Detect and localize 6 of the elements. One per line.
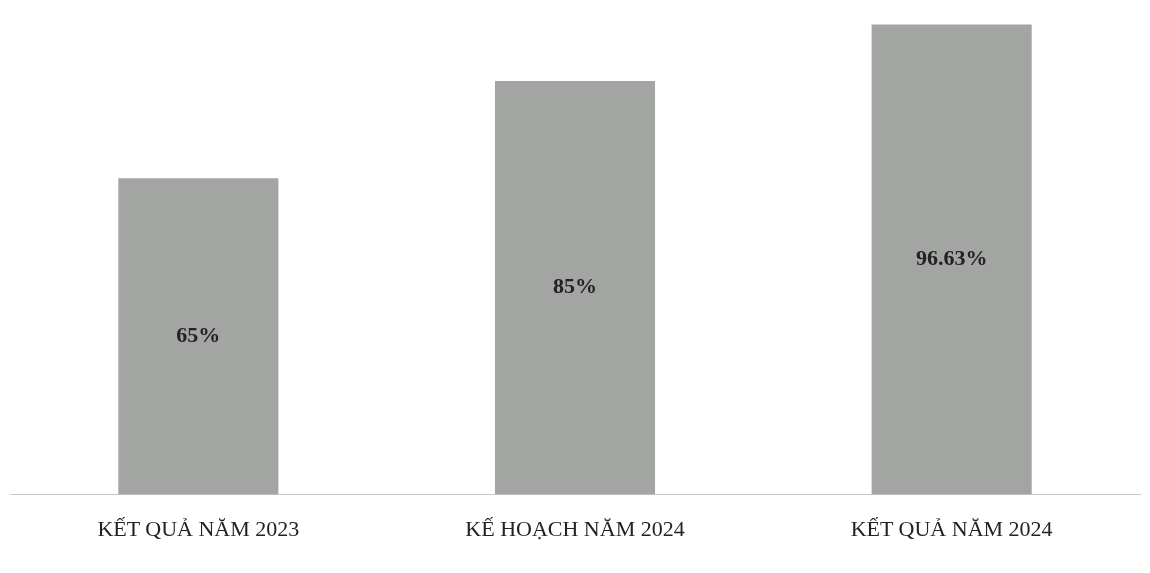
x-tick-label: KẾT QUẢ NĂM 2024: [850, 515, 1053, 541]
data-label: 96.63%: [915, 245, 988, 271]
data-label: 85%: [553, 273, 597, 299]
x-tick-label: KẾT QUẢ NĂM 2023: [97, 515, 300, 541]
x-tick-label: KẾ HOẠCH NĂM 2024: [465, 515, 685, 541]
data-label: 65%: [176, 322, 221, 348]
